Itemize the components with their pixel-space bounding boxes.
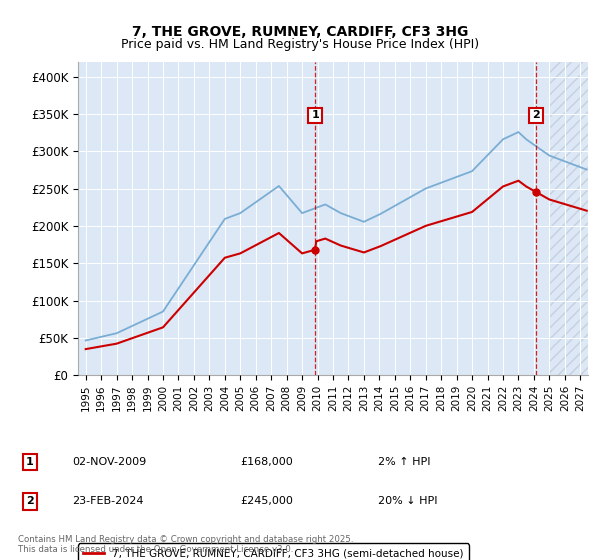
Text: 02-NOV-2009: 02-NOV-2009 (72, 457, 146, 467)
Text: Contains HM Land Registry data © Crown copyright and database right 2025.
This d: Contains HM Land Registry data © Crown c… (18, 535, 353, 554)
Text: 7, THE GROVE, RUMNEY, CARDIFF, CF3 3HG: 7, THE GROVE, RUMNEY, CARDIFF, CF3 3HG (132, 25, 468, 39)
Legend: 7, THE GROVE, RUMNEY, CARDIFF, CF3 3HG (semi-detached house), HPI: Average price: 7, THE GROVE, RUMNEY, CARDIFF, CF3 3HG (… (78, 544, 469, 560)
Text: £245,000: £245,000 (240, 496, 293, 506)
Text: £168,000: £168,000 (240, 457, 293, 467)
Text: 2: 2 (26, 496, 34, 506)
Text: Price paid vs. HM Land Registry's House Price Index (HPI): Price paid vs. HM Land Registry's House … (121, 38, 479, 51)
Text: 23-FEB-2024: 23-FEB-2024 (72, 496, 143, 506)
Text: 2% ↑ HPI: 2% ↑ HPI (378, 457, 431, 467)
Text: 20% ↓ HPI: 20% ↓ HPI (378, 496, 437, 506)
Text: 1: 1 (311, 110, 319, 120)
Text: 1: 1 (26, 457, 34, 467)
Bar (550, 62, 600, 375)
Bar (550, 62, 600, 375)
Text: 2: 2 (532, 110, 540, 120)
